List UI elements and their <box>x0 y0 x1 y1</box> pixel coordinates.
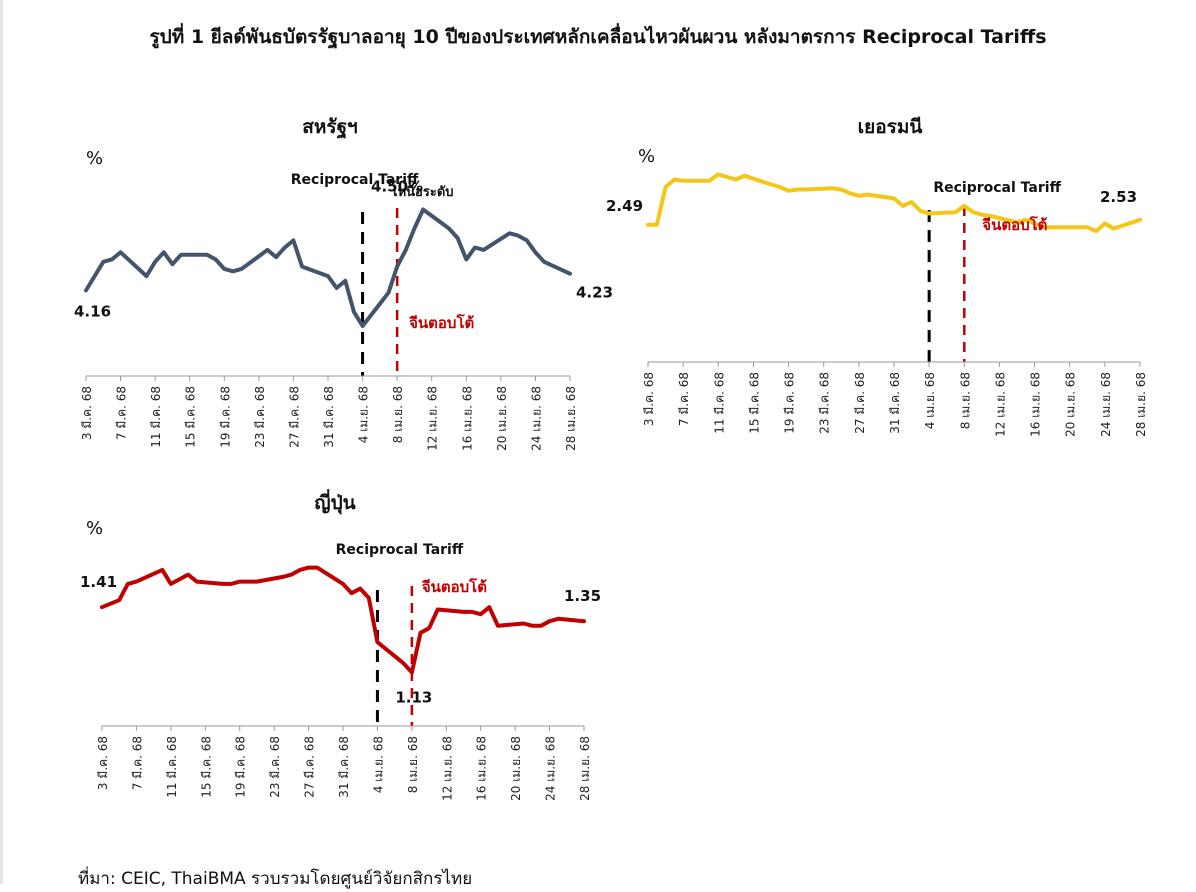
germany-unit-label: % <box>638 146 656 167</box>
germany-x-tick-label: 31 มี.ค. 68 <box>888 372 902 434</box>
japan-x-tick-label: 19 มี.ค. 68 <box>234 736 248 798</box>
japan-chart-title: ญี่ปุ่น <box>314 492 356 514</box>
japan-end-value-label: 1.35 <box>564 587 601 605</box>
japan-x-tick-label: 15 มี.ค. 68 <box>199 736 213 798</box>
us-chart-svg: 3 มี.ค. 68 7 มี.ค. 68 11 มี.ค. 68 15 มี.ค. … <box>74 172 613 451</box>
japan-low-value-label: 1.13 <box>395 688 432 706</box>
germany-x-tick-label: 4 เม.ย. 68 <box>923 372 937 429</box>
germany-x-tick-label: 7 มี.ค. 68 <box>677 372 691 426</box>
us-x-tick-label: 8 เม.ย. 68 <box>391 386 405 443</box>
germany-x-tick-label: 19 มี.ค. 68 <box>783 372 797 434</box>
japan-x-tick-label: 28 เม.ย. 68 <box>578 736 592 801</box>
us-x-tick-label: 11 มี.ค. 68 <box>149 386 163 448</box>
us-x-tick-label: 27 มี.ค. 68 <box>287 386 301 448</box>
japan-x-tick-label: 3 มี.ค. 68 <box>96 736 110 790</box>
page-left-border <box>0 0 3 884</box>
germany-x-tick-label: 15 มี.ค. 68 <box>747 372 761 434</box>
japan-series-line <box>100 565 586 675</box>
japan-x-tick-label: 4 เม.ย. 68 <box>371 736 385 793</box>
japan-x-tick-label: 8 เม.ย. 68 <box>406 736 420 793</box>
us-x-tick-label: 31 มี.ค. 68 <box>322 386 336 448</box>
germany-start-value-label: 2.49 <box>606 197 643 215</box>
us-x-tick-label: 23 มี.ค. 68 <box>253 386 267 448</box>
germany-series-line <box>646 172 1142 234</box>
japan-unit-label: % <box>86 518 104 539</box>
germany-x-tick-label: 28 เม.ย. 68 <box>1134 372 1148 437</box>
us-x-tick-label: 12 เม.ย. 68 <box>426 386 440 451</box>
us-start-value-label: 4.16 <box>74 302 111 320</box>
germany-x-tick-label: 16 เม.ย. 68 <box>1029 372 1043 437</box>
us-x-tick-label: 28 เม.ย. 68 <box>564 386 578 451</box>
germany-x-tick-label: 11 มี.ค. 68 <box>712 372 726 434</box>
germany-x-tick-label: 27 มี.ค. 68 <box>853 372 867 434</box>
us-x-tick-label: 7 มี.ค. 68 <box>115 386 129 440</box>
us-tariff-label: Reciprocal Tariff <box>291 172 419 188</box>
germany-x-tick-label: 20 เม.ย. 68 <box>1064 372 1078 437</box>
us-series-line <box>84 207 572 328</box>
us-x-tick-label: 4 เม.ย. 68 <box>357 386 371 443</box>
japan-x-tick-label: 24 เม.ย. 68 <box>544 736 558 801</box>
us-end-value-label: 4.23 <box>576 284 613 302</box>
figure-title: รูปที่ 1 ยีลด์พันธบัตรรัฐบาลอายุ 10 ปีขอ… <box>149 26 1047 48</box>
us-x-tick-label: 3 มี.ค. 68 <box>80 386 94 440</box>
japan-tariff-label: Reciprocal Tariff <box>336 542 464 558</box>
us-x-tick-label: 16 เม.ย. 68 <box>460 386 474 451</box>
germany-x-tick-label: 12 เม.ย. 68 <box>993 372 1007 437</box>
germany-end-value-label: 2.53 <box>1100 188 1137 206</box>
japan-x-tick-label: 20 เม.ย. 68 <box>509 736 523 801</box>
germany-china-label: จีนตอบโต้ <box>982 215 1047 234</box>
japan-x-tick-label: 27 มี.ค. 68 <box>303 736 317 798</box>
us-yield-chart: สหรัฐฯ % 3 มี.ค. 68 7 มี.ค. 68 11 มี.ค. 68… <box>70 100 613 480</box>
japan-x-tick-label: 11 มี.ค. 68 <box>165 736 179 798</box>
us-x-tick-label: 20 เม.ย. 68 <box>495 386 509 451</box>
us-chart-title: สหรัฐฯ <box>302 116 358 138</box>
us-x-tick-label: 19 มี.ค. 68 <box>218 386 232 448</box>
germany-tariff-label: Reciprocal Tariff <box>933 180 1061 196</box>
us-china-label: จีนตอบโต้ <box>409 313 474 332</box>
us-x-tick-label: 15 มี.ค. 68 <box>184 386 198 448</box>
japan-chart-svg: 3 มี.ค. 68 7 มี.ค. 68 11 มี.ค. 68 15 มี.ค. … <box>80 542 601 801</box>
germany-yield-chart: เยอรมนี % 3 มี.ค. 68 7 มี.ค. 68 11 มี.ค. 6… <box>606 100 1170 480</box>
germany-chart-title: เยอรมนี <box>857 116 923 138</box>
us-x-tick-label: 24 เม.ย. 68 <box>529 386 543 451</box>
japan-start-value-label: 1.41 <box>80 573 117 591</box>
us-peak-value-label: 4.50% <box>371 177 423 195</box>
japan-x-tick-label: 23 มี.ค. 68 <box>268 736 282 798</box>
germany-x-tick-label: 3 มี.ค. 68 <box>642 372 656 426</box>
source-note: ที่มา: CEIC, ThaiBMA รวบรวมโดยศูนย์วิจัย… <box>78 869 473 889</box>
germany-x-tick-label: 23 มี.ค. 68 <box>818 372 832 434</box>
japan-china-label: จีนตอบโต้ <box>422 577 487 596</box>
japan-x-tick-label: 31 มี.ค. 68 <box>337 736 351 798</box>
japan-x-tick-label: 12 เม.ย. 68 <box>440 736 454 801</box>
japan-x-tick-label: 7 มี.ค. 68 <box>130 736 144 790</box>
us-unit-label: % <box>86 148 104 169</box>
japan-x-tick-label: 16 เม.ย. 68 <box>475 736 489 801</box>
germany-x-tick-label: 24 เม.ย. 68 <box>1099 372 1113 437</box>
germany-x-tick-label: 8 เม.ย. 68 <box>958 372 972 429</box>
us-above-level-label: เหนือระดับ <box>393 184 453 200</box>
japan-yield-chart: ญี่ปุ่น % 3 มี.ค. 68 7 มี.ค. 68 11 มี.ค. 6… <box>70 480 610 850</box>
germany-chart-svg: 3 มี.ค. 68 7 มี.ค. 68 11 มี.ค. 68 15 มี.ค. … <box>606 172 1148 437</box>
